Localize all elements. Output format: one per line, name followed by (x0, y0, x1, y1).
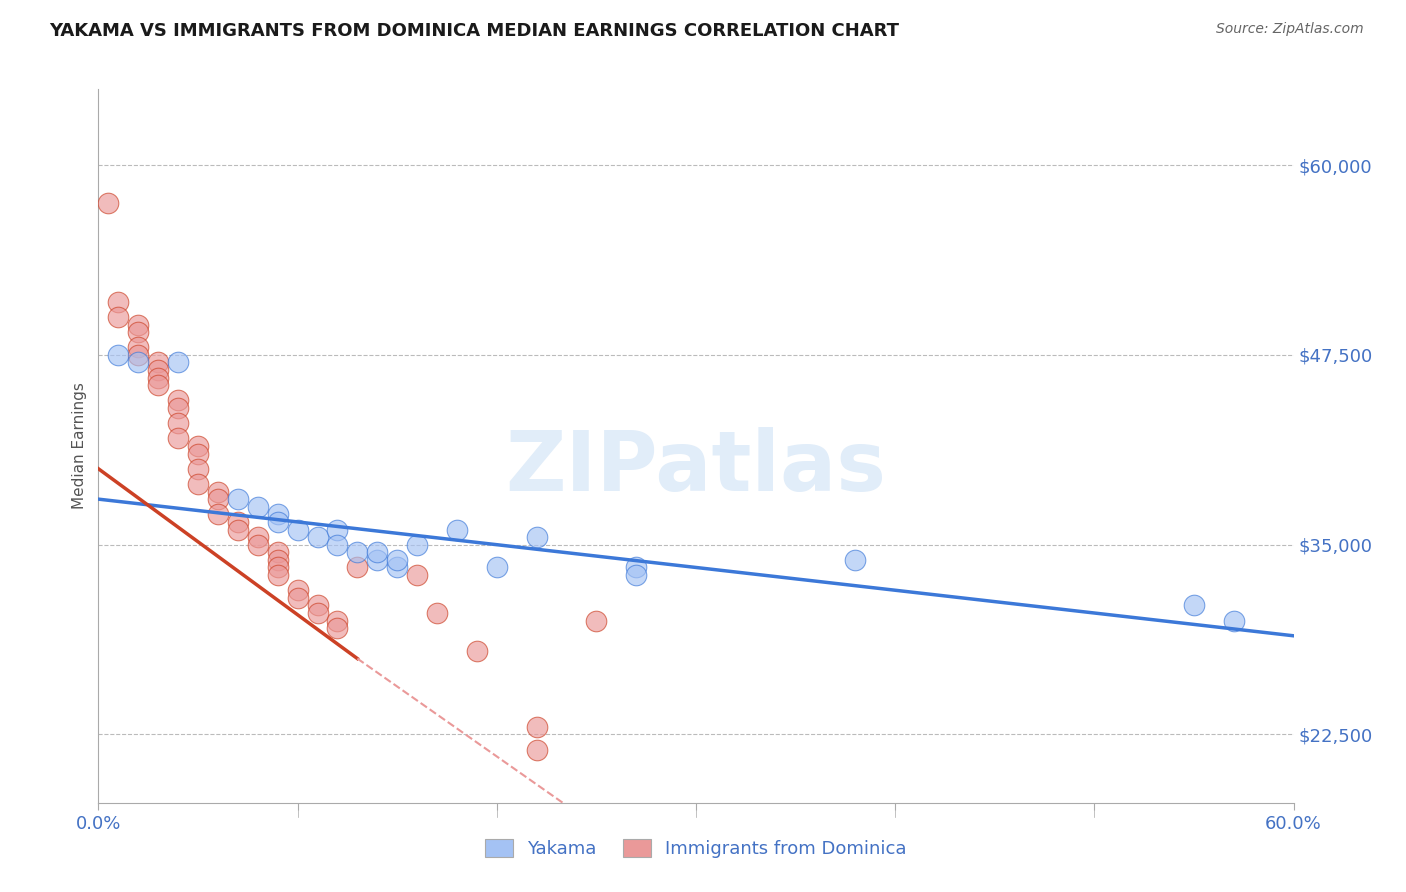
Point (127, 318, 149, 332)
Point (287, 583, 309, 598)
Point (385, 560, 409, 574)
Point (626, 568, 648, 582)
Point (526, 530, 548, 544)
Point (148, 370, 170, 384)
Point (107, 310, 129, 324)
Point (148, 363, 170, 377)
Point (187, 462, 209, 476)
Point (346, 545, 368, 559)
Point (207, 508, 229, 522)
Point (246, 538, 269, 552)
Point (246, 500, 269, 514)
Point (226, 515, 249, 529)
Point (97, 196, 120, 211)
Point (307, 530, 329, 544)
Point (287, 591, 309, 605)
Point (267, 553, 290, 567)
Point (465, 644, 488, 658)
Point (187, 447, 209, 461)
Point (127, 355, 149, 369)
Point (366, 545, 388, 559)
Point (485, 560, 508, 574)
Point (326, 621, 349, 635)
Point (267, 568, 290, 582)
Point (207, 492, 229, 507)
Point (226, 523, 249, 537)
Point (287, 523, 309, 537)
Point (167, 431, 190, 445)
Text: YAKAMA VS IMMIGRANTS FROM DOMINICA MEDIAN EARNINGS CORRELATION CHART: YAKAMA VS IMMIGRANTS FROM DOMINICA MEDIA… (49, 22, 900, 40)
Point (1182, 599, 1205, 613)
Point (346, 560, 368, 574)
Point (626, 560, 648, 574)
Point (585, 614, 607, 628)
Y-axis label: Median Earnings: Median Earnings (72, 383, 87, 509)
Point (406, 538, 429, 552)
Point (326, 523, 349, 537)
Point (446, 523, 468, 537)
Point (326, 614, 349, 628)
Text: ZIPatlas: ZIPatlas (506, 427, 886, 508)
Point (127, 325, 149, 339)
Point (167, 416, 190, 430)
Legend: Yakama, Immigrants from Dominica: Yakama, Immigrants from Dominica (478, 831, 914, 865)
Point (267, 508, 290, 522)
Point (267, 560, 290, 574)
Point (187, 439, 209, 453)
Point (307, 599, 329, 613)
Point (526, 742, 548, 756)
Point (226, 492, 249, 507)
Point (844, 553, 866, 567)
Point (187, 477, 209, 491)
Text: Source: ZipAtlas.com: Source: ZipAtlas.com (1216, 22, 1364, 37)
Point (167, 401, 190, 415)
Point (167, 393, 190, 408)
Point (1223, 614, 1246, 628)
Point (148, 378, 170, 392)
Point (307, 606, 329, 620)
Point (267, 545, 290, 559)
Point (406, 568, 429, 582)
Point (127, 340, 149, 354)
Point (366, 553, 388, 567)
Point (426, 606, 449, 620)
Point (326, 538, 349, 552)
Point (207, 484, 229, 499)
Point (246, 530, 269, 544)
Point (267, 515, 290, 529)
Point (127, 348, 149, 362)
Point (107, 348, 129, 362)
Point (107, 294, 129, 309)
Point (385, 553, 409, 567)
Point (526, 720, 548, 734)
Point (167, 355, 190, 369)
Point (148, 355, 170, 369)
